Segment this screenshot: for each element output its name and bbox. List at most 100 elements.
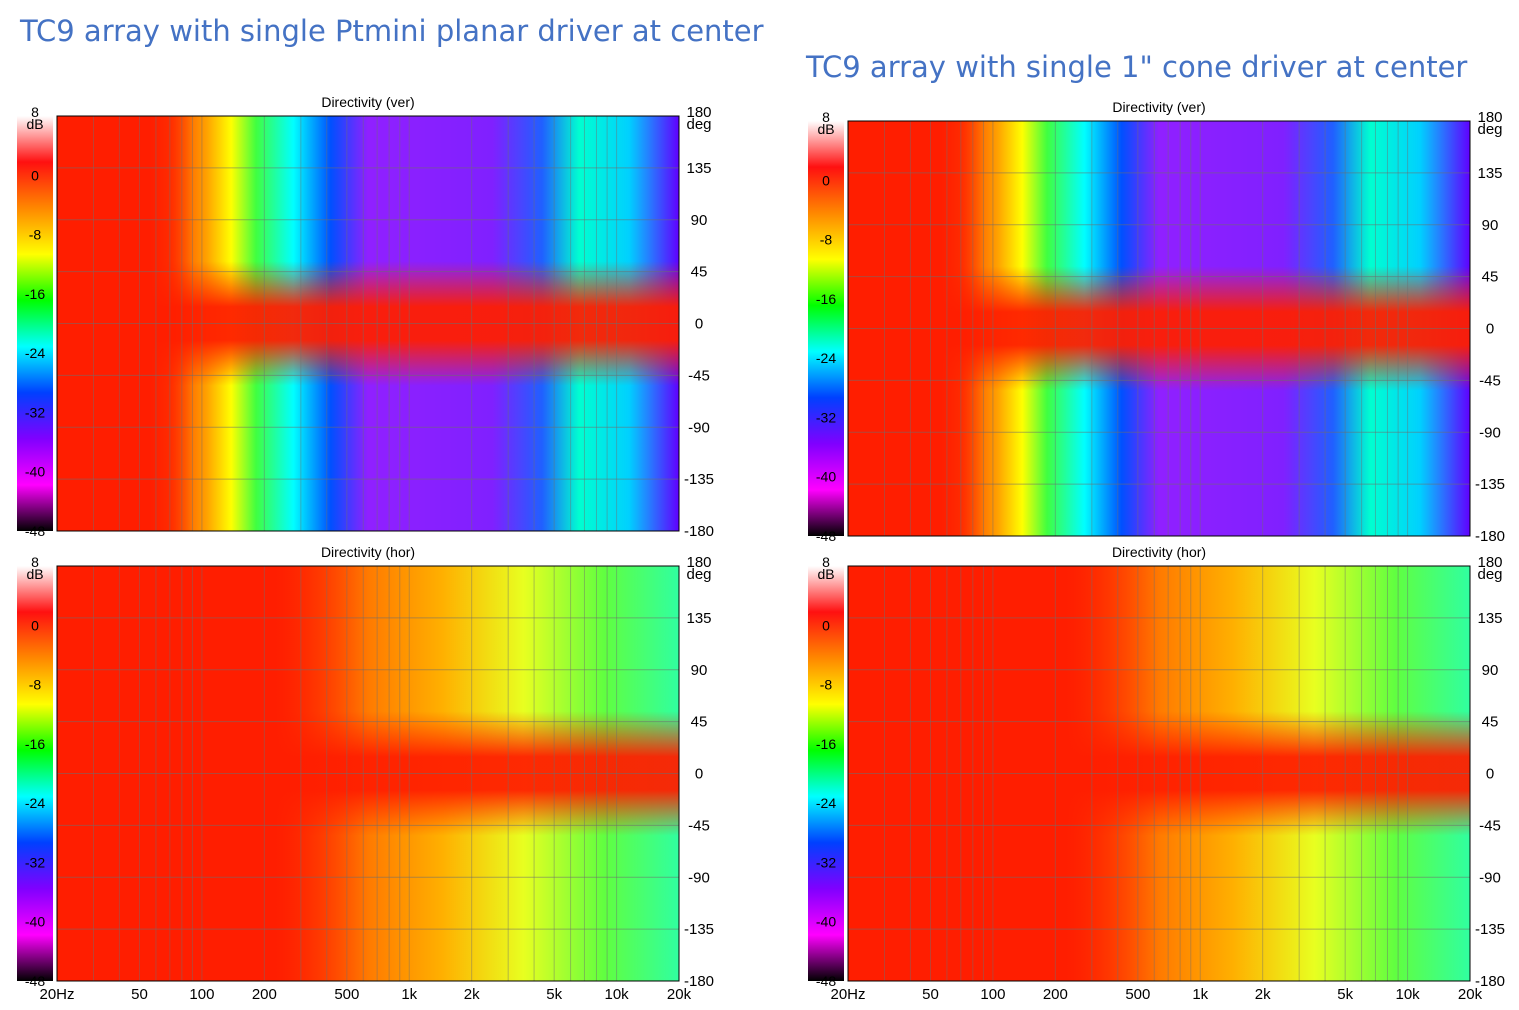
db-tick-label: -48	[25, 973, 45, 989]
frequency-tick-label: 100	[189, 986, 214, 1003]
db-tick-label: 8	[822, 109, 830, 125]
angle-tick-label: 45	[1482, 269, 1499, 286]
angle-tick-label: 90	[691, 212, 708, 229]
angle-tick-label: -90	[1479, 869, 1501, 886]
directivity-ver-right-chart: Directivity (ver) 8 0 -8 -16 -24 -32 -40 -48 dB 18…	[806, 98, 1519, 554]
colorbar	[17, 566, 53, 981]
frequency-tick-label: 1k	[1192, 986, 1208, 1003]
plot-frame	[56, 565, 680, 982]
angle-tick-label: 180	[1477, 109, 1502, 126]
db-tick-label: -8	[29, 677, 42, 693]
chart-title: Directivity (hor)	[1112, 544, 1206, 560]
db-tick-label: -24	[25, 345, 45, 361]
angle-tick-label: 90	[691, 662, 708, 679]
angle-tick-label: 180	[686, 104, 711, 121]
angle-tick-label: -180	[684, 973, 714, 990]
angle-tick-label: -135	[1475, 476, 1505, 493]
db-tick-label: -16	[25, 286, 45, 302]
db-tick-label: -16	[25, 736, 45, 752]
chart-svg: Directivity (hor) 8 0 -8 -16 -24 -32 -40 -48 dB 18…	[17, 544, 714, 1003]
db-tick-label: 0	[31, 167, 39, 183]
db-unit-label: dB	[817, 566, 834, 582]
db-tick-label: -24	[25, 795, 45, 811]
db-tick-label: 8	[31, 104, 39, 120]
db-tick-label: 0	[31, 617, 39, 633]
colorbar	[808, 566, 844, 981]
angle-tick-label: -90	[1479, 424, 1501, 441]
directivity-ver-left-chart: Directivity (ver) 8 0 -8 -16 -24 -32 -40 -48 dB 18…	[15, 93, 735, 549]
db-unit-label: dB	[26, 566, 43, 582]
angle-tick-label: 135	[1477, 610, 1502, 627]
angle-tick-label: 45	[691, 264, 708, 281]
frequency-tick-label: 10k	[604, 986, 629, 1003]
frequency-tick-label: 20Hz	[39, 986, 74, 1003]
frequency-tick-label: 20k	[1458, 986, 1483, 1003]
db-tick-label: -48	[816, 973, 836, 989]
db-tick-label: -40	[25, 464, 45, 480]
colorbar	[808, 121, 844, 536]
angle-tick-label: 135	[686, 160, 711, 177]
db-tick-label: 8	[822, 554, 830, 570]
frequency-tick-label: 500	[334, 986, 359, 1003]
db-tick-label: 0	[822, 617, 830, 633]
plot-frame	[56, 115, 680, 532]
db-tick-label: 8	[31, 554, 39, 570]
db-tick-label: -40	[25, 914, 45, 930]
angle-tick-label: 0	[695, 316, 703, 333]
db-tick-label: 0	[822, 172, 830, 188]
angle-tick-label: -90	[688, 869, 710, 886]
db-tick-label: -40	[816, 914, 836, 930]
plot-frame	[847, 120, 1471, 537]
db-tick-label: -32	[816, 409, 836, 425]
db-unit-label: dB	[26, 116, 43, 132]
frequency-tick-label: 10k	[1395, 986, 1420, 1003]
frequency-tick-label: 100	[980, 986, 1005, 1003]
frequency-tick-label: 200	[1043, 986, 1068, 1003]
db-tick-label: -48	[816, 528, 836, 544]
frequency-tick-label: 2k	[1255, 986, 1271, 1003]
angle-tick-label: -45	[688, 817, 710, 834]
frequency-tick-label: 50	[922, 986, 939, 1003]
angle-tick-label: 135	[686, 610, 711, 627]
angle-tick-label: 90	[1482, 662, 1499, 679]
chart-title: Directivity (ver)	[1112, 99, 1205, 115]
angle-tick-label: -135	[1475, 921, 1505, 938]
chart-svg: Directivity (ver) 8 0 -8 -16 -24 -32 -40 -48 dB 18…	[808, 99, 1505, 545]
frequency-tick-label: 200	[252, 986, 277, 1003]
chart-svg: Directivity (hor) 8 0 -8 -16 -24 -32 -40 -48 dB 18…	[808, 544, 1505, 1003]
angle-unit-label: deg	[1477, 121, 1502, 138]
chart-heading-left: TC9 array with single Ptmini planar driv…	[20, 14, 764, 48]
angle-unit-label: deg	[686, 116, 711, 133]
frequency-tick-label: 50	[131, 986, 148, 1003]
angle-unit-label: deg	[686, 566, 711, 583]
angle-tick-label: 180	[1477, 554, 1502, 571]
angle-tick-label: 135	[1477, 165, 1502, 182]
db-tick-label: -32	[25, 854, 45, 870]
chart-title: Directivity (hor)	[321, 544, 415, 560]
angle-tick-label: -180	[684, 523, 714, 540]
db-tick-label: -32	[816, 854, 836, 870]
angle-tick-label: -180	[1475, 973, 1505, 990]
angle-tick-label: 0	[695, 766, 703, 783]
angle-tick-label: 45	[1482, 714, 1499, 731]
angle-tick-label: 45	[691, 714, 708, 731]
plot-frame	[847, 565, 1471, 982]
angle-tick-label: 0	[1486, 321, 1494, 338]
db-tick-label: -16	[816, 291, 836, 307]
frequency-tick-label: 5k	[546, 986, 562, 1003]
angle-tick-label: -45	[1479, 817, 1501, 834]
db-tick-label: -40	[816, 469, 836, 485]
frequency-tick-label: 500	[1125, 986, 1150, 1003]
db-tick-label: -8	[29, 227, 42, 243]
db-tick-label: -8	[820, 677, 833, 693]
db-tick-label: -24	[816, 795, 836, 811]
db-tick-label: -16	[816, 736, 836, 752]
directivity-hor-right-chart: Directivity (hor) 8 0 -8 -16 -24 -32 -40 -48 dB 18…	[806, 543, 1519, 1003]
frequency-tick-label: 20Hz	[830, 986, 865, 1003]
frequency-tick-label: 1k	[401, 986, 417, 1003]
angle-tick-label: 180	[686, 554, 711, 571]
angle-tick-label: 90	[1482, 217, 1499, 234]
db-tick-label: -8	[820, 232, 833, 248]
chart-title: Directivity (ver)	[321, 94, 414, 110]
angle-tick-label: -180	[1475, 528, 1505, 545]
